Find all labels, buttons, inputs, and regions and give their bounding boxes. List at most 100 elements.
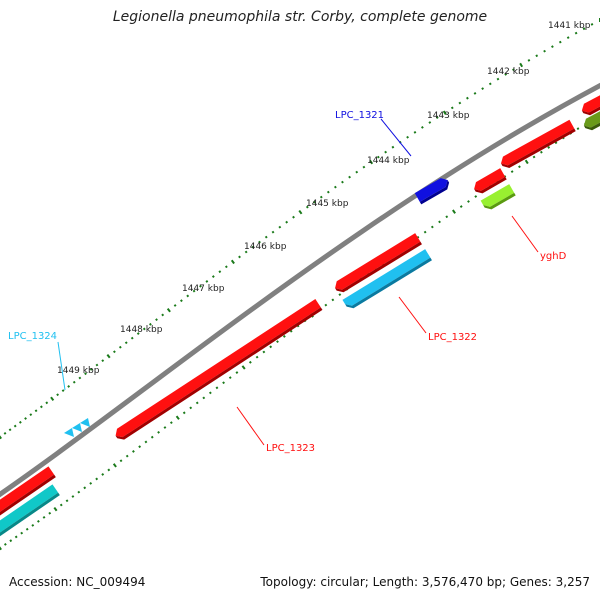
inner-tick bbox=[132, 450, 135, 453]
inner-tick bbox=[262, 350, 266, 354]
tick-label-1443: 1443 kbp bbox=[427, 111, 470, 121]
outer-tick bbox=[230, 259, 235, 265]
gene-yghd[interactable] bbox=[480, 184, 516, 212]
outer-tick bbox=[413, 130, 417, 134]
inner-tick bbox=[101, 473, 105, 476]
outer-tick bbox=[271, 230, 275, 234]
label-lpc-1322[interactable]: LPC_1322 bbox=[428, 332, 477, 343]
inner-tick bbox=[276, 340, 279, 344]
outer-tick bbox=[199, 284, 202, 288]
outer-tick bbox=[292, 215, 295, 219]
outer-tick bbox=[29, 413, 33, 417]
outer-tick bbox=[173, 304, 177, 307]
gene-red-right[interactable] bbox=[499, 119, 576, 171]
inner-tick bbox=[157, 430, 160, 434]
outer-tick bbox=[130, 336, 134, 340]
inner-tick bbox=[282, 335, 286, 338]
inner-tick-ring bbox=[0, 113, 600, 551]
scale-labels: 1441 kbp 1442 kbp 1443 kbp 1444 kbp 1445… bbox=[57, 21, 591, 376]
inner-tick bbox=[576, 127, 580, 131]
gene-lpc-1322[interactable] bbox=[342, 249, 432, 311]
gene-red-bottom-left[interactable] bbox=[0, 466, 56, 522]
gene-red-small[interactable] bbox=[472, 168, 507, 196]
outer-tick bbox=[574, 31, 578, 35]
gene-lpc-1323[interactable] bbox=[113, 299, 323, 442]
inner-tick bbox=[438, 220, 441, 224]
leader-lpc-1321 bbox=[380, 118, 412, 157]
outer-tick bbox=[355, 170, 359, 174]
inner-tick bbox=[195, 401, 199, 405]
inner-tick bbox=[31, 523, 35, 527]
outer-tick bbox=[180, 299, 183, 303]
outer-tick bbox=[258, 240, 261, 244]
inner-tick bbox=[71, 495, 75, 498]
inner-tick bbox=[532, 155, 536, 159]
inner-tick bbox=[3, 542, 7, 546]
outer-tick bbox=[326, 190, 330, 194]
inner-tick bbox=[518, 165, 521, 169]
label-leaders bbox=[57, 118, 539, 446]
outer-tick bbox=[124, 341, 128, 345]
outer-tick bbox=[61, 389, 65, 392]
outer-tick bbox=[519, 62, 524, 68]
outer-tick bbox=[56, 393, 60, 397]
label-yghd[interactable]: yghD bbox=[540, 251, 567, 262]
inner-tick bbox=[89, 481, 93, 485]
forward-genes bbox=[414, 176, 452, 205]
tick-label-1446: 1446 kbp bbox=[244, 242, 287, 252]
outer-tick bbox=[551, 45, 554, 48]
outer-tick bbox=[238, 255, 241, 259]
outer-tick bbox=[285, 220, 289, 224]
outer-tick bbox=[40, 405, 43, 409]
outer-tick bbox=[512, 68, 515, 72]
outer-tick bbox=[406, 135, 409, 139]
inner-tick bbox=[189, 406, 193, 410]
gene-teal-bottom-left[interactable] bbox=[0, 484, 60, 540]
inner-tick bbox=[202, 396, 206, 400]
gene-red-far-right[interactable] bbox=[580, 90, 600, 118]
gene-lpc-1321[interactable] bbox=[414, 176, 452, 205]
inner-tick bbox=[175, 415, 180, 420]
outer-tick bbox=[264, 235, 268, 239]
outer-tick bbox=[558, 40, 562, 44]
inner-tick bbox=[445, 215, 449, 219]
gene-lpc-1322-upper[interactable] bbox=[332, 233, 422, 295]
inner-tick bbox=[112, 463, 117, 468]
inner-tick bbox=[53, 506, 58, 512]
inner-tick bbox=[14, 535, 18, 539]
inner-tick bbox=[182, 411, 186, 415]
label-lpc-1321[interactable]: LPC_1321 bbox=[335, 110, 384, 121]
inner-tick bbox=[269, 345, 273, 349]
tick-label-1449: 1449 kbp bbox=[57, 366, 100, 376]
outer-tick bbox=[278, 225, 282, 229]
outer-tick bbox=[473, 92, 477, 95]
gene-lpc-1324[interactable] bbox=[64, 418, 90, 437]
outer-tick bbox=[8, 428, 12, 432]
reverse-genes-track-1 bbox=[0, 90, 600, 522]
outer-tick bbox=[211, 275, 215, 278]
outer-tick bbox=[298, 209, 303, 215]
inner-tick bbox=[163, 426, 167, 429]
outer-tick bbox=[192, 289, 196, 293]
outer-tick bbox=[24, 417, 27, 420]
inner-tick bbox=[430, 225, 434, 229]
outer-tick bbox=[312, 200, 316, 204]
outer-tick bbox=[384, 150, 388, 154]
outer-tick bbox=[106, 354, 111, 359]
outer-tick bbox=[13, 424, 17, 428]
outer-tick bbox=[341, 180, 344, 184]
genome-backbone bbox=[0, 82, 600, 498]
inner-tick bbox=[65, 499, 69, 503]
outer-tick bbox=[319, 195, 323, 199]
outer-tick bbox=[428, 121, 432, 124]
label-lpc-1323[interactable]: LPC_1323 bbox=[266, 443, 315, 454]
inner-tick bbox=[474, 195, 478, 198]
outer-tick bbox=[458, 101, 462, 105]
inner-tick bbox=[215, 386, 219, 390]
outer-tick bbox=[305, 205, 309, 209]
label-lpc-1324[interactable]: LPC_1324 bbox=[8, 331, 57, 342]
outer-tick bbox=[369, 159, 374, 165]
outer-tick bbox=[78, 376, 82, 380]
inner-tick bbox=[107, 468, 111, 472]
